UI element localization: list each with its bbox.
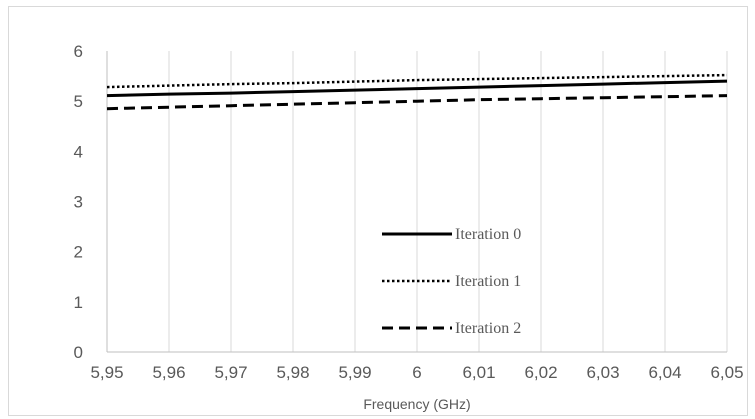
x-tick-labels: 5,95 5,96 5,97 5,98 5,99 6 6,01 6,02 6,03 6,04 6,0…	[90, 363, 743, 382]
x-tick-label: 5,98	[276, 363, 309, 382]
chart-frame: 0 1 2 3 4 5 6 5,95 5,96 5,97 5,98 5,99 6 6,01 6,02 6,0…	[8, 6, 748, 416]
x-tick-label: 6	[412, 363, 421, 382]
y-tick-label: 1	[74, 293, 83, 312]
x-tick-label: 6,02	[524, 363, 557, 382]
legend-label: Iteration 2	[455, 320, 521, 337]
x-tick-label: 6,04	[648, 363, 681, 382]
y-tick-label: 5	[74, 92, 83, 111]
legend-label: Iteration 0	[455, 226, 521, 243]
series-lines	[106, 73, 728, 111]
series-line-2	[106, 94, 728, 111]
y-tick-labels: 0 1 2 3 4 5 6	[74, 42, 83, 362]
axes	[106, 51, 727, 353]
series-line-0	[106, 79, 728, 98]
x-tick-label: 5,95	[90, 363, 123, 382]
series-line-1	[106, 73, 728, 89]
x-tick-label: 5,96	[152, 363, 185, 382]
legend-label: Iteration 1	[455, 273, 521, 290]
x-tick-label: 5,99	[338, 363, 371, 382]
x-tick-label: 5,97	[214, 363, 247, 382]
y-tick-label: 2	[74, 243, 83, 262]
line-chart: 0 1 2 3 4 5 6 5,95 5,96 5,97 5,98 5,99 6 6,01 6,02 6,0…	[74, 42, 744, 412]
y-tick-label: 0	[74, 343, 83, 362]
x-axis-label: Frequency (GHz)	[363, 396, 470, 412]
x-tick-label: 6,01	[462, 363, 495, 382]
x-tick-label: 6,05	[710, 363, 743, 382]
legend: Iteration 0 Iteration 1 Iteration 2	[382, 226, 521, 337]
y-tick-label: 6	[74, 42, 83, 61]
y-tick-label: 3	[74, 193, 83, 212]
grid-lines	[168, 51, 728, 352]
x-tick-label: 6,03	[586, 363, 619, 382]
y-tick-label: 4	[74, 142, 83, 161]
